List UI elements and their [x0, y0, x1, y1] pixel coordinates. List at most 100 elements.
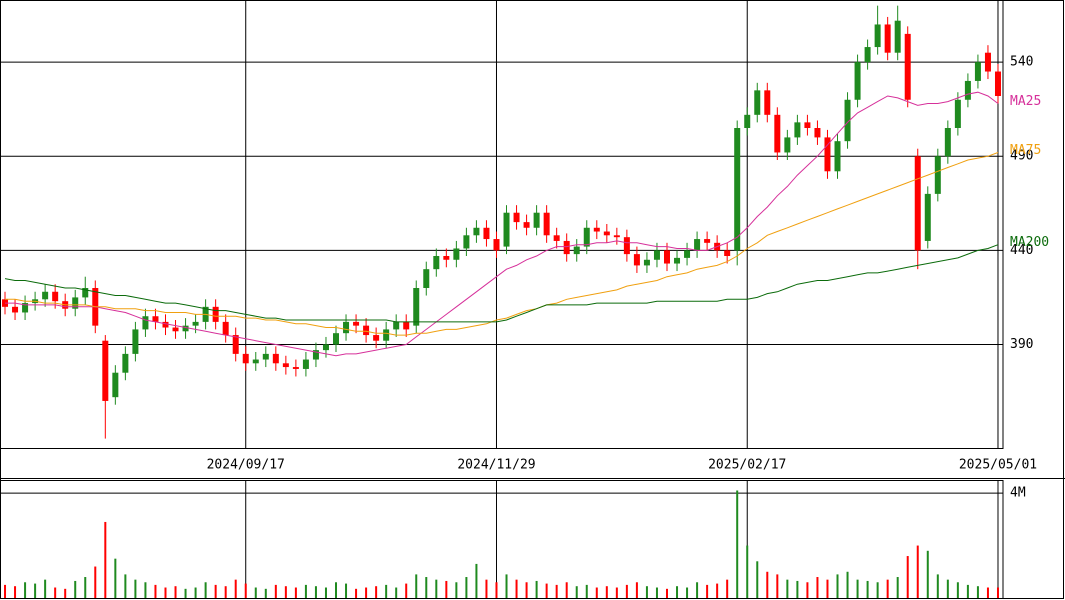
volume-bar [836, 574, 839, 598]
legend-label: MA75 [1010, 143, 1041, 158]
volume-bar [294, 587, 297, 598]
volume-bar [375, 586, 378, 598]
volume-bar [44, 579, 47, 598]
volume-bar [14, 586, 17, 598]
candle-body [904, 33, 911, 100]
y-tick-label: 490 [1010, 149, 1033, 164]
volume-bar [946, 579, 949, 598]
volume-bar [114, 558, 117, 598]
candle-body [754, 90, 761, 115]
volume-tick-label: 4M [1010, 486, 1026, 501]
volume-bar [716, 583, 719, 598]
volume-bar [224, 586, 227, 598]
ma-line [4, 244, 999, 323]
candle-body [643, 259, 650, 266]
volume-bar [796, 580, 799, 598]
volume-bar [696, 582, 699, 598]
volume-bar [655, 587, 658, 598]
volume-bar [936, 574, 939, 598]
candle-body [774, 114, 781, 153]
volume-bar [465, 577, 468, 598]
candle-body [553, 235, 560, 241]
volume-bar [535, 580, 538, 598]
volume-bar [324, 587, 327, 598]
y-tick-label: 540 [1010, 55, 1033, 70]
x-tick-label: 2024/11/29 [457, 458, 535, 473]
volume-bar [505, 574, 508, 598]
candle-body [393, 321, 400, 330]
candle-body [874, 24, 881, 48]
candle-body [212, 306, 219, 322]
candle-body [794, 122, 801, 138]
volume-bar [686, 587, 689, 598]
candle-body [292, 367, 299, 369]
volume-bar [986, 587, 989, 598]
volume-bar [525, 582, 528, 598]
ma-line [5, 152, 999, 336]
candle-body [924, 193, 931, 241]
candle-body [443, 256, 450, 260]
candle-body [824, 137, 831, 172]
volume-bar [194, 587, 197, 598]
volume-bar [635, 582, 638, 598]
ma-line [5, 91, 999, 357]
candle-body [543, 212, 550, 236]
volume-bar [415, 574, 418, 598]
volume-bar [665, 588, 668, 598]
volume-bar [786, 579, 789, 598]
candle-body [72, 297, 79, 309]
volume-bar [996, 587, 999, 598]
volume-bar [335, 582, 338, 598]
candle-body [974, 62, 981, 81]
candle-body [333, 333, 340, 345]
volume-bar [184, 588, 187, 598]
candle-body [934, 156, 941, 194]
volume-bar [976, 586, 979, 598]
candle-body [984, 52, 991, 72]
candle-body [142, 316, 149, 330]
volume-bar [355, 588, 358, 598]
volume-bar [605, 586, 608, 598]
candle-body [403, 321, 410, 330]
legend-label: MA200 [1010, 235, 1049, 250]
candle-body [603, 231, 610, 236]
legend-label: MA25 [1010, 94, 1041, 109]
candle-body [593, 227, 600, 232]
volume-bar [435, 579, 438, 598]
volume-bar [425, 577, 428, 598]
candle-body [513, 212, 520, 223]
volume-bar [966, 584, 969, 598]
candle-body [162, 321, 169, 328]
volume-bar [134, 579, 137, 598]
candle-body [312, 350, 319, 360]
candle-body [343, 321, 350, 334]
candle-body [834, 141, 841, 172]
candle-body [12, 306, 19, 313]
volume-bar [284, 586, 287, 598]
candle-body [112, 372, 119, 398]
volume-bar [876, 582, 879, 598]
candle-body [363, 325, 370, 336]
candle-body [994, 71, 1001, 96]
price-panel [0, 0, 1004, 449]
volume-bar [264, 588, 267, 598]
volume-bar [625, 584, 628, 598]
volume-bar [575, 586, 578, 598]
volume-bar [555, 584, 558, 598]
candle-body [242, 353, 249, 364]
volume-bar [916, 545, 919, 598]
volume-bar [806, 582, 809, 598]
volume-bar [896, 577, 899, 598]
volume-bar [856, 579, 859, 598]
volume-bar [385, 584, 388, 598]
candle-body [353, 321, 360, 326]
volume-panel [0, 480, 1004, 599]
candle-body [282, 363, 289, 368]
candle-body [232, 335, 239, 354]
volume-bar [34, 583, 37, 598]
volume-bar [455, 582, 458, 598]
volume-bar [365, 587, 368, 598]
volume-bar [214, 584, 217, 598]
candle-body [854, 62, 861, 100]
